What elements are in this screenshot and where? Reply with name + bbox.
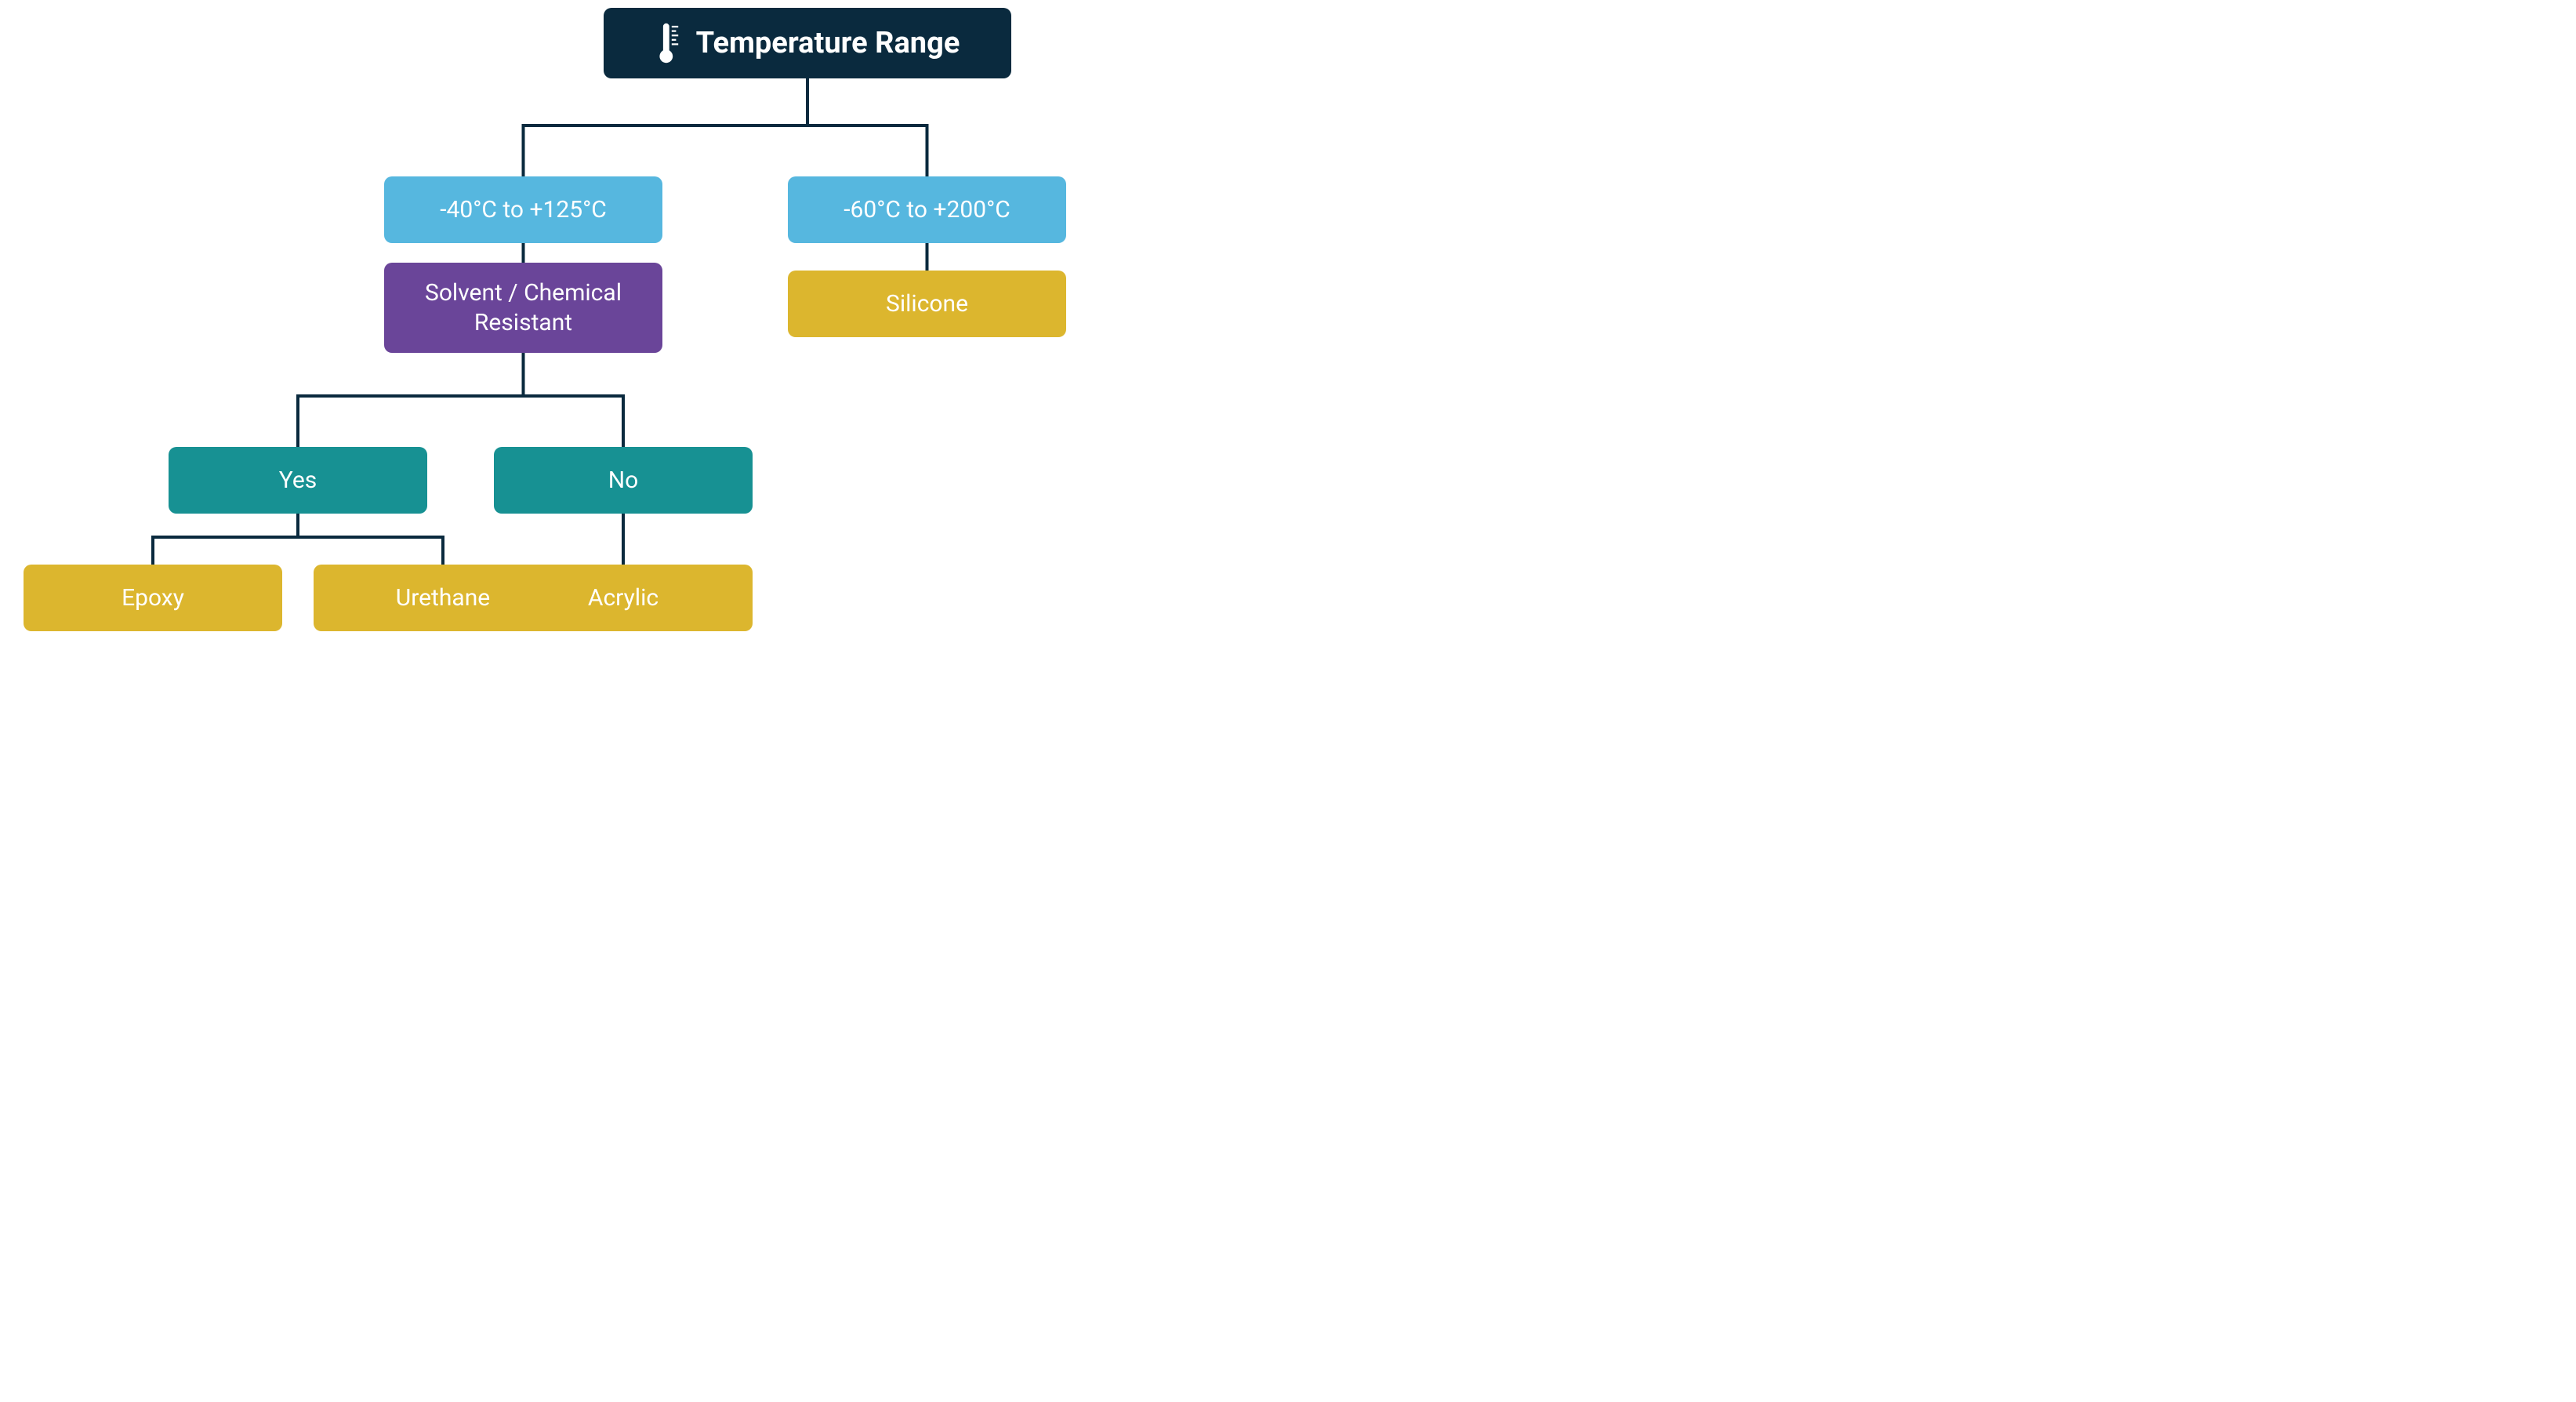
silicone-node: Silicone <box>788 271 1066 337</box>
root-node: Temperature Range <box>604 8 1011 78</box>
yes-node: Yes <box>169 447 427 514</box>
urethane-label: Urethane <box>396 584 490 612</box>
root-label: Temperature Range <box>696 26 960 60</box>
thermometer-icon <box>655 21 684 65</box>
acrylic-label: Acrylic <box>588 584 659 612</box>
temp-high-node: -60°C to +200°C <box>788 176 1066 243</box>
temp-low-node: -40°C to +125°C <box>384 176 662 243</box>
solvent-label: Solvent / Chemical Resistant <box>400 278 647 337</box>
acrylic-node: Acrylic <box>494 565 753 631</box>
epoxy-label: Epoxy <box>122 584 184 612</box>
yes-label: Yes <box>279 467 317 494</box>
epoxy-node: Epoxy <box>24 565 282 631</box>
temp-high-label: -60°C to +200°C <box>844 196 1010 223</box>
no-node: No <box>494 447 753 514</box>
no-label: No <box>608 467 639 494</box>
temp-low-label: -40°C to +125°C <box>440 196 607 223</box>
solvent-node: Solvent / Chemical Resistant <box>384 263 662 353</box>
silicone-label: Silicone <box>886 290 968 318</box>
